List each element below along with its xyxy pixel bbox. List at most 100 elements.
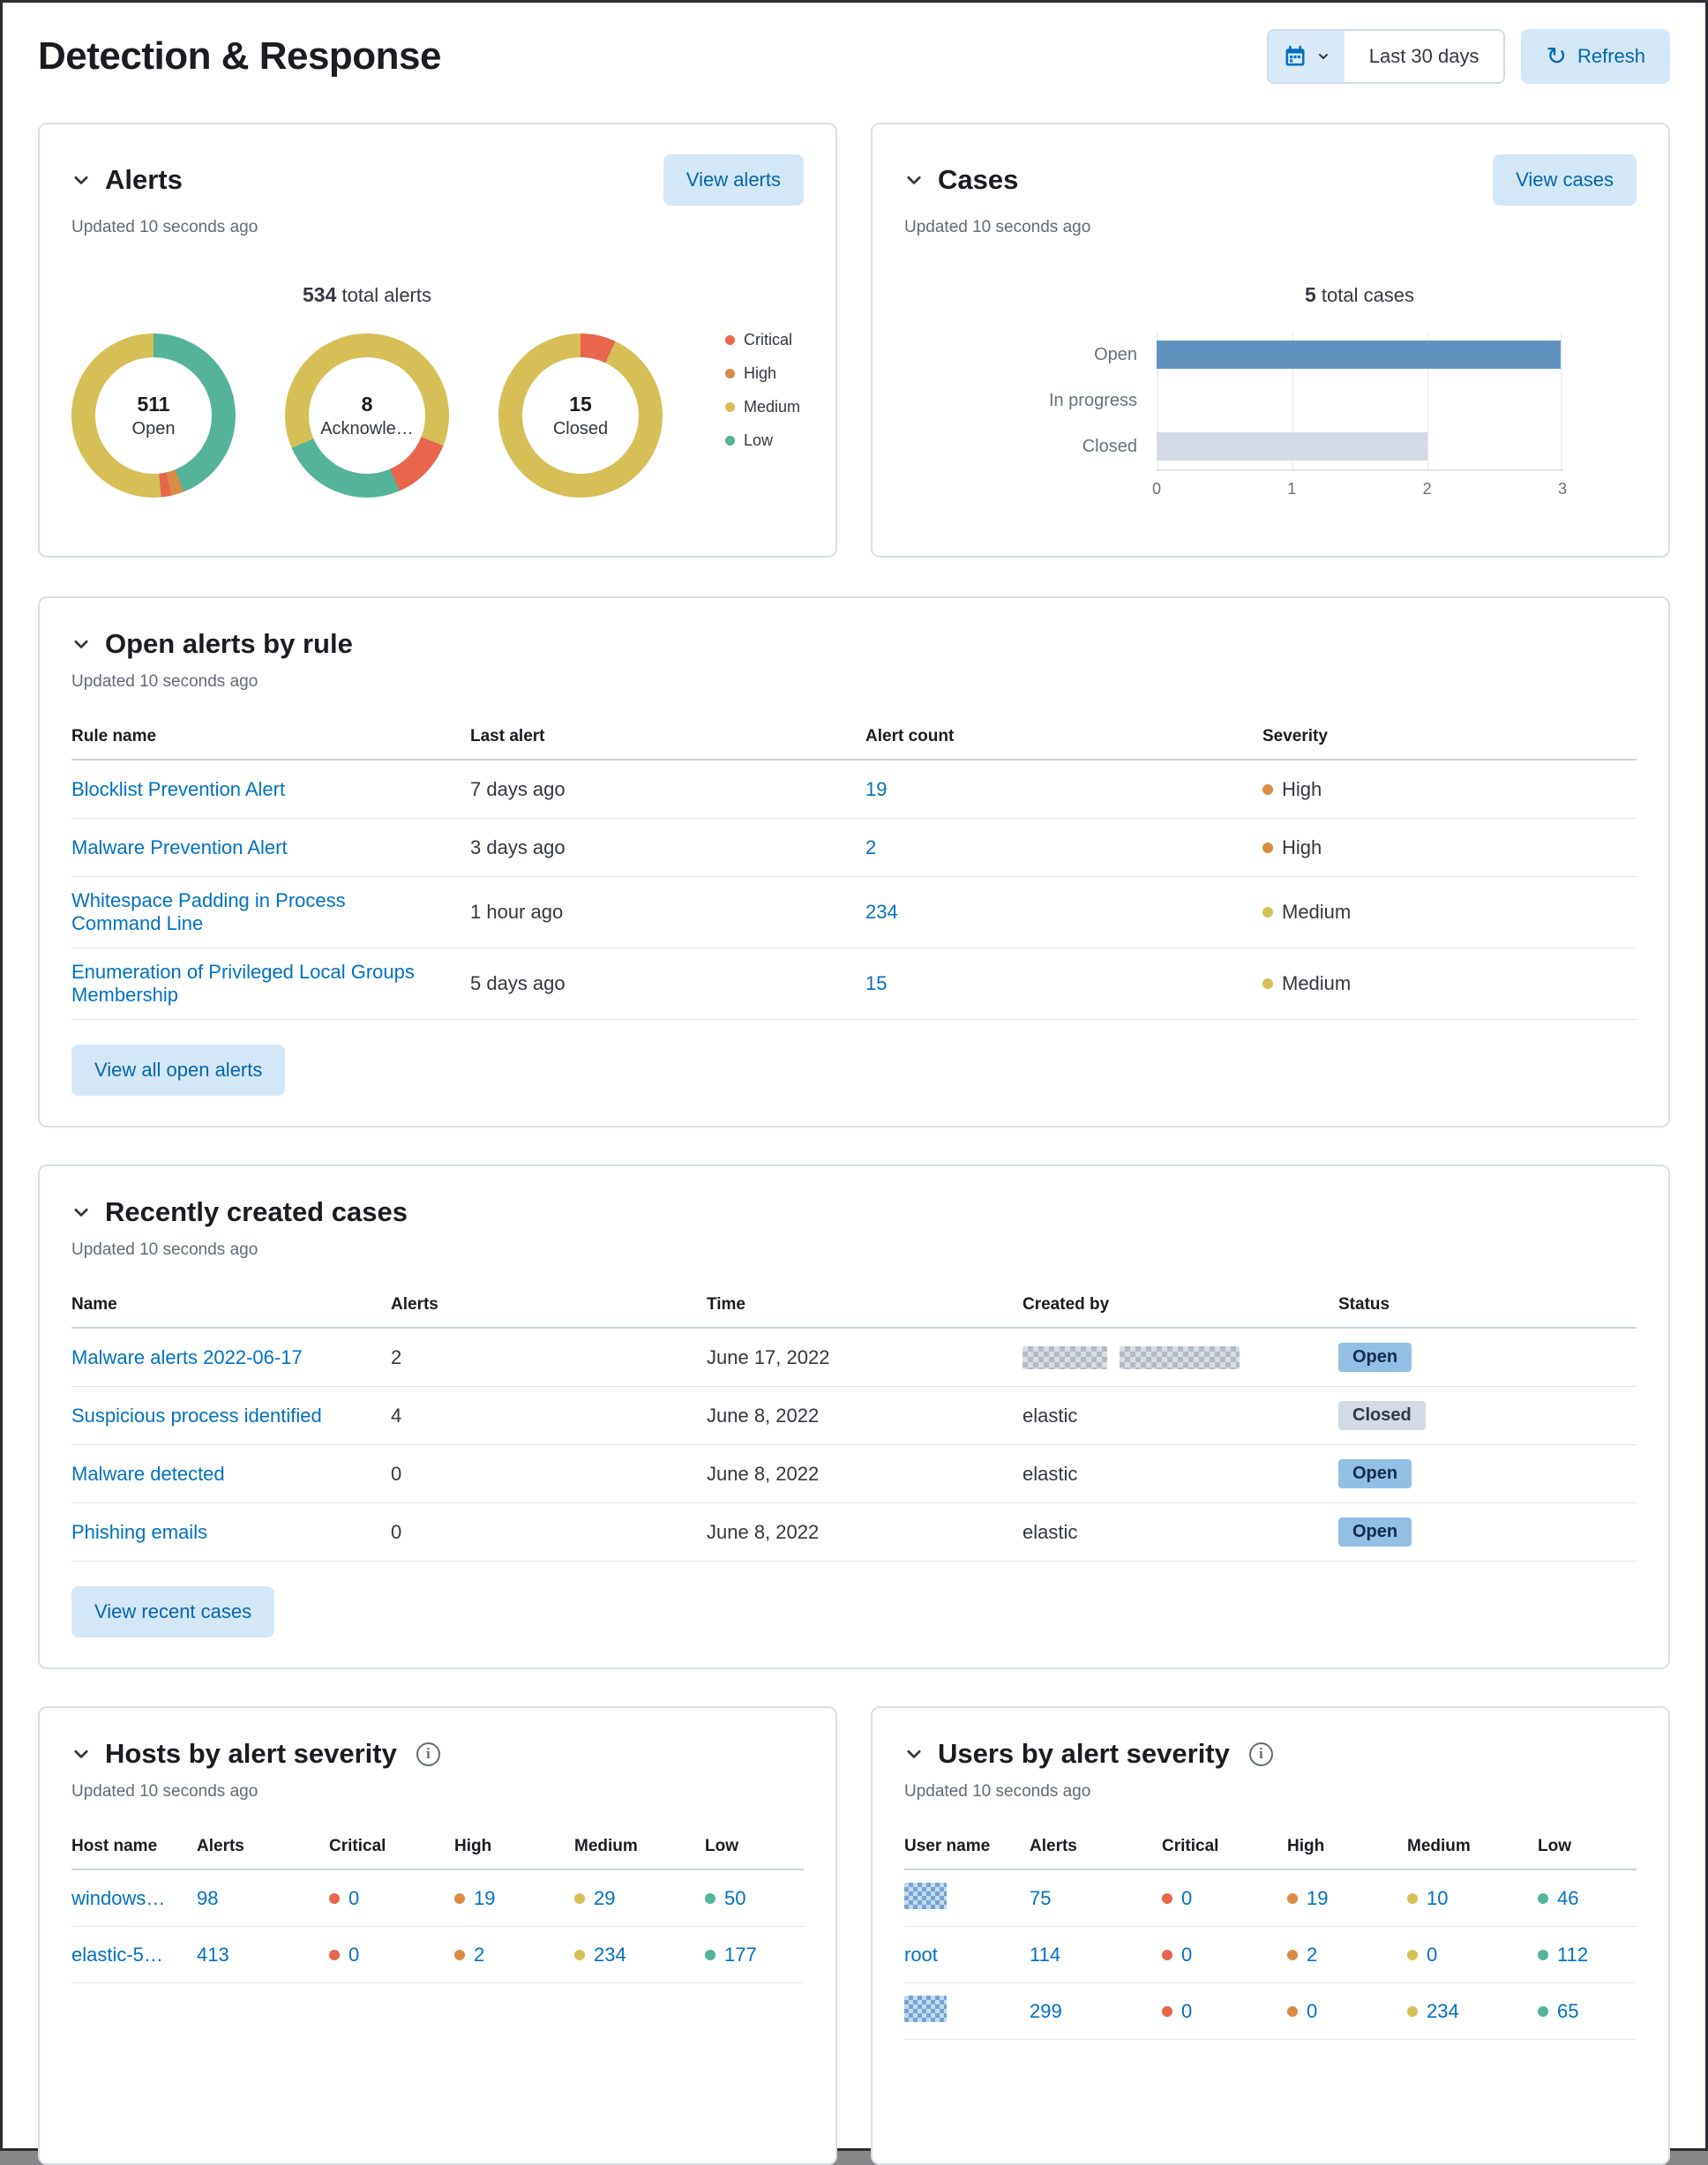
alerts-count-link[interactable]: 114 [1030, 1943, 1061, 1966]
critical-count-link[interactable]: 0 [348, 1943, 360, 1966]
recent-cases-panel-title[interactable]: Recently created cases [71, 1196, 408, 1228]
detection-response-dashboard: Detection & Response Last 30 days ↻ Refr… [3, 3, 1705, 2165]
host-name-link[interactable]: windows… [71, 1886, 166, 1909]
alerts-panel-title[interactable]: Alerts [71, 164, 183, 196]
col-high[interactable]: High [1287, 1837, 1325, 1855]
col-alerts[interactable]: Alerts [197, 1837, 244, 1855]
high-count-link[interactable]: 0 [1307, 1999, 1318, 2022]
rule-name-link[interactable]: Blocklist Prevention Alert [71, 777, 286, 800]
critical-count-link[interactable]: 0 [348, 1886, 360, 1909]
col-last-alert[interactable]: Last alert [470, 727, 545, 745]
chevron-down-icon[interactable] [71, 1202, 91, 1222]
rule-name-link[interactable]: Malware Prevention Alert [71, 835, 288, 858]
rule-name-link[interactable]: Enumeration of Privileged Local Groups M… [71, 961, 415, 1006]
hosts-panel-title[interactable]: Hosts by alert severity i [71, 1738, 440, 1770]
view-all-open-alerts-button[interactable]: View all open alerts [71, 1045, 286, 1096]
chevron-down-icon[interactable] [71, 1744, 91, 1764]
col-rule-name[interactable]: Rule name [71, 727, 157, 745]
medium-count-link[interactable]: 10 [1427, 1886, 1449, 1909]
refresh-button[interactable]: ↻ Refresh [1521, 29, 1670, 84]
critical-count-link[interactable]: 0 [1181, 1886, 1193, 1909]
status-badge[interactable]: Closed [1338, 1401, 1426, 1430]
severity-label: Medium [1282, 972, 1352, 994]
severity-label: High [1282, 777, 1322, 800]
low-count-link[interactable]: 50 [724, 1886, 746, 1909]
alert-count-link[interactable]: 2 [865, 835, 877, 858]
case-name-link[interactable]: Suspicious process identified [71, 1404, 322, 1427]
chevron-down-icon[interactable] [904, 1744, 924, 1764]
col-host-name[interactable]: Host name [71, 1837, 158, 1855]
view-cases-button[interactable]: View cases [1493, 154, 1637, 206]
alert-count-link[interactable]: 234 [865, 901, 898, 923]
donut-closed[interactable]: 15 Closed [498, 333, 663, 498]
col-medium[interactable]: Medium [1407, 1837, 1471, 1855]
bar-closed[interactable] [1157, 432, 1427, 461]
high-count-link[interactable]: 2 [1307, 1943, 1318, 1966]
col-alerts[interactable]: Alerts [391, 1295, 438, 1314]
users-panel-title[interactable]: Users by alert severity i [904, 1738, 1273, 1770]
cases-panel-title[interactable]: Cases [904, 164, 1018, 196]
chevron-down-icon[interactable] [71, 634, 91, 654]
status-badge[interactable]: Open [1338, 1517, 1412, 1547]
open-alerts-panel-title[interactable]: Open alerts by rule [71, 628, 353, 660]
alert-count-link[interactable]: 19 [865, 777, 888, 800]
donut-acknowledged[interactable]: 8 Acknowle… [285, 333, 449, 498]
col-low[interactable]: Low [705, 1837, 738, 1855]
medium-count-link[interactable]: 0 [1427, 1943, 1438, 1966]
redacted-created-by [1023, 1345, 1240, 1369]
alerts-count-link[interactable]: 98 [197, 1886, 219, 1909]
recent-cases-table-header: Name Alerts Time Created by Status [71, 1286, 1637, 1329]
col-alert-count[interactable]: Alert count [865, 727, 955, 745]
view-recent-cases-button[interactable]: View recent cases [71, 1586, 275, 1637]
chevron-down-icon[interactable] [71, 170, 91, 190]
case-name-link[interactable]: Malware alerts 2022-06-17 [71, 1345, 303, 1368]
high-count-link[interactable]: 2 [474, 1943, 485, 1966]
low-count-link[interactable]: 112 [1557, 1943, 1589, 1966]
case-name-link[interactable]: Phishing emails [71, 1520, 208, 1543]
view-alerts-button[interactable]: View alerts [663, 154, 804, 206]
low-count-link[interactable]: 46 [1557, 1886, 1579, 1909]
medium-count-link[interactable]: 29 [594, 1886, 616, 1909]
col-low[interactable]: Low [1538, 1837, 1571, 1855]
host-name-link[interactable]: elastic-5… [71, 1943, 163, 1966]
date-range-button[interactable]: Last 30 days [1344, 31, 1504, 82]
status-badge[interactable]: Open [1338, 1459, 1412, 1488]
user-name-link[interactable]: root [904, 1943, 938, 1966]
col-name[interactable]: Name [71, 1295, 117, 1314]
col-user-name[interactable]: User name [904, 1837, 991, 1855]
high-count-link[interactable]: 19 [474, 1886, 496, 1909]
low-count-link[interactable]: 177 [724, 1943, 757, 1966]
donut-open[interactable]: 511 Open [71, 333, 236, 498]
table-row: Phishing emails 0 June 8, 2022 elastic O… [71, 1503, 1637, 1562]
col-medium[interactable]: Medium [574, 1837, 638, 1855]
alerts-count-link[interactable]: 75 [1030, 1886, 1052, 1909]
chevron-down-icon[interactable] [904, 170, 924, 190]
col-time[interactable]: Time [707, 1295, 746, 1314]
refresh-label: Refresh [1577, 45, 1645, 67]
status-badge[interactable]: Open [1338, 1343, 1412, 1372]
high-count-link[interactable]: 19 [1307, 1886, 1329, 1909]
bar-open[interactable] [1157, 341, 1562, 369]
rule-name-link[interactable]: Whitespace Padding in Process Command Li… [71, 889, 346, 934]
alert-count-link[interactable]: 15 [865, 972, 888, 994]
col-critical[interactable]: Critical [329, 1837, 386, 1855]
table-row: Suspicious process identified 4 June 8, … [71, 1387, 1637, 1445]
col-severity[interactable]: Severity [1262, 727, 1328, 745]
col-status[interactable]: Status [1338, 1295, 1390, 1314]
alerts-count-link[interactable]: 299 [1030, 1999, 1062, 2022]
date-picker-menu-button[interactable] [1268, 31, 1345, 82]
medium-count-link[interactable]: 234 [1427, 1999, 1459, 2022]
low-count-link[interactable]: 65 [1557, 1999, 1579, 2022]
col-alerts[interactable]: Alerts [1030, 1837, 1077, 1855]
medium-count-link[interactable]: 234 [594, 1943, 626, 1966]
col-critical[interactable]: Critical [1162, 1837, 1219, 1855]
col-high[interactable]: High [454, 1837, 492, 1855]
info-icon[interactable]: i [1248, 1742, 1273, 1766]
col-created-by[interactable]: Created by [1023, 1295, 1110, 1314]
case-name-link[interactable]: Malware detected [71, 1462, 225, 1485]
y-axis-labels: Open In progress Closed [904, 332, 1157, 471]
critical-count-link[interactable]: 0 [1181, 1999, 1193, 2022]
info-icon[interactable]: i [416, 1742, 440, 1766]
critical-count-link[interactable]: 0 [1181, 1943, 1193, 1966]
alerts-count-link[interactable]: 413 [197, 1943, 229, 1966]
